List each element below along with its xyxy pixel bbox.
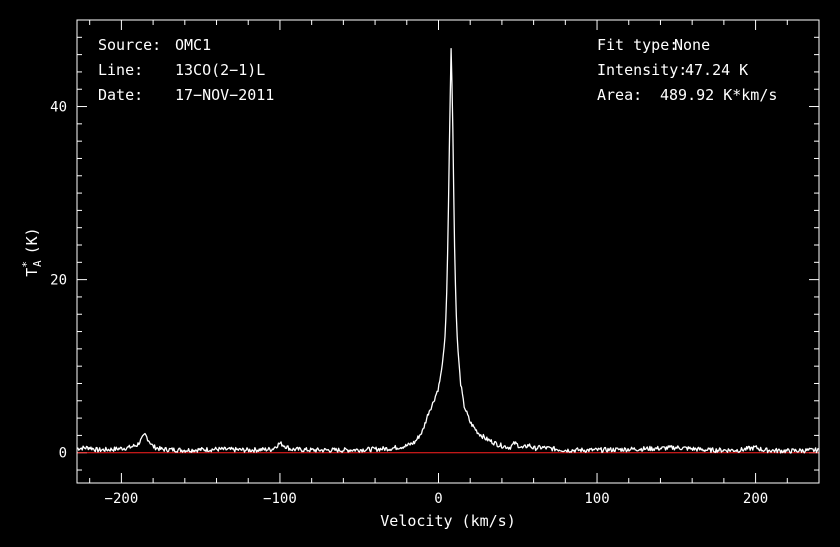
x-tick-label: 200 <box>743 491 768 507</box>
y-tick-label: 0 <box>59 446 67 462</box>
info-right-key: Intensity: <box>597 61 687 79</box>
info-block-left: Source: OMC1 Line: 13CO(2−1)L Date: 17−NOV−20… <box>98 36 274 104</box>
info-left-key: Source: <box>98 36 161 54</box>
info-left-value: 17−NOV−2011 <box>175 86 274 104</box>
info-right-key: Fit type: <box>597 36 678 54</box>
info-left-value: OMC1 <box>175 36 211 54</box>
info-left-key: Line: <box>98 61 143 79</box>
plot-frame <box>76 19 820 484</box>
axis-ticks-layer: −200 −100 0 100 200 0 20 40 <box>50 20 820 507</box>
y-tick-label: 40 <box>50 100 67 116</box>
x-tick-label: −100 <box>263 491 297 507</box>
data-layer <box>76 48 819 454</box>
info-block-right: Fit type:None Intensity:47.24 K Area: 489.9… <box>597 36 777 104</box>
info-left-key: Date: <box>98 86 143 104</box>
x-axis-label: Velocity (km/s) <box>380 512 515 530</box>
y-axis-label-sub: A <box>31 260 44 267</box>
info-right-value: 489.92 K*km/s <box>660 86 777 104</box>
spectrum-line <box>76 48 819 454</box>
x-tick-label: −200 <box>105 491 139 507</box>
info-right-value: 47.24 K <box>685 61 748 79</box>
svg-text:T*A(K): T*A (K) <box>20 227 44 276</box>
y-axis-label-sup: * <box>20 261 33 268</box>
info-right-key: Area: <box>597 86 642 104</box>
y-axis-label: T*A (K) <box>20 227 44 276</box>
x-tick-label: 0 <box>434 491 442 507</box>
y-tick-label: 20 <box>50 273 67 289</box>
info-right-value: None <box>674 36 710 54</box>
y-axis-label-unit: (K) <box>23 227 41 254</box>
y-axis-label-main: T <box>23 268 41 277</box>
info-left-value: 13CO(2−1)L <box>175 61 265 79</box>
x-tick-label: 100 <box>584 491 609 507</box>
